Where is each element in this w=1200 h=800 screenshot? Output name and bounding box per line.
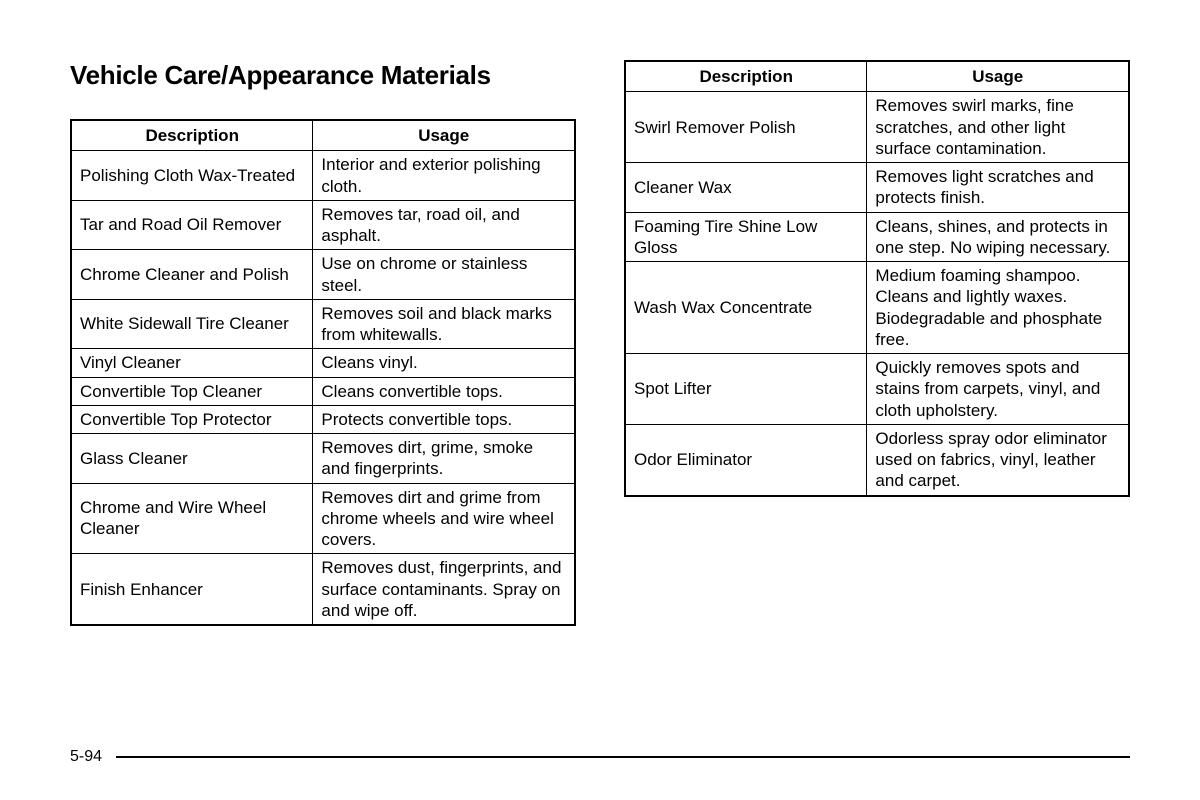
header-description: Description — [71, 120, 313, 151]
cell-usage: Interior and exterior polishing cloth. — [313, 151, 575, 201]
cell-usage: Quickly removes spots and stains from ca… — [867, 354, 1129, 425]
header-usage: Usage — [867, 61, 1129, 92]
footer-rule — [116, 756, 1130, 758]
page-number: 5-94 — [70, 748, 102, 766]
page-footer: 5-94 — [70, 748, 1130, 766]
table-row: Cleaner WaxRemoves light scratches and p… — [625, 163, 1129, 213]
table-row: Tar and Road Oil RemoverRemoves tar, roa… — [71, 200, 575, 250]
table-row: Convertible Top ProtectorProtects conver… — [71, 405, 575, 433]
materials-table-left: Description Usage Polishing Cloth Wax-Tr… — [70, 119, 576, 626]
cell-usage: Cleans vinyl. — [313, 349, 575, 377]
table-row: Odor EliminatorOdorless spray odor elimi… — [625, 424, 1129, 495]
left-column: Vehicle Care/Appearance Materials Descri… — [70, 60, 576, 626]
header-usage: Usage — [313, 120, 575, 151]
cell-usage: Medium foaming shampoo. Cleans and light… — [867, 262, 1129, 354]
cell-description: Odor Eliminator — [625, 424, 867, 495]
table-row: Vinyl CleanerCleans vinyl. — [71, 349, 575, 377]
table-row: Polishing Cloth Wax-TreatedInterior and … — [71, 151, 575, 201]
table-row: Convertible Top CleanerCleans convertibl… — [71, 377, 575, 405]
cell-description: Convertible Top Cleaner — [71, 377, 313, 405]
table-row: Finish EnhancerRemoves dust, fingerprint… — [71, 554, 575, 625]
cell-description: Tar and Road Oil Remover — [71, 200, 313, 250]
cell-description: Swirl Remover Polish — [625, 92, 867, 163]
table-header-row: Description Usage — [71, 120, 575, 151]
cell-usage: Removes dust, fingerprints, and surface … — [313, 554, 575, 625]
cell-description: Chrome Cleaner and Polish — [71, 250, 313, 300]
cell-description: Wash Wax Concentrate — [625, 262, 867, 354]
cell-usage: Removes tar, road oil, and asphalt. — [313, 200, 575, 250]
page-title: Vehicle Care/Appearance Materials — [70, 60, 576, 91]
cell-description: Vinyl Cleaner — [71, 349, 313, 377]
table-row: Wash Wax ConcentrateMedium foaming shamp… — [625, 262, 1129, 354]
cell-description: Cleaner Wax — [625, 163, 867, 213]
cell-description: Polishing Cloth Wax-Treated — [71, 151, 313, 201]
cell-usage: Cleans, shines, and protects in one step… — [867, 212, 1129, 262]
table-row: Chrome Cleaner and PolishUse on chrome o… — [71, 250, 575, 300]
cell-description: Convertible Top Protector — [71, 405, 313, 433]
cell-description: Foaming Tire Shine Low Gloss — [625, 212, 867, 262]
cell-usage: Removes light scratches and protects fin… — [867, 163, 1129, 213]
right-column: Description Usage Swirl Remover PolishRe… — [624, 60, 1130, 626]
table-row: Foaming Tire Shine Low GlossCleans, shin… — [625, 212, 1129, 262]
two-column-layout: Vehicle Care/Appearance Materials Descri… — [70, 60, 1130, 626]
cell-usage: Cleans convertible tops. — [313, 377, 575, 405]
table-row: White Sidewall Tire CleanerRemoves soil … — [71, 299, 575, 349]
cell-description: Glass Cleaner — [71, 434, 313, 484]
cell-usage: Odorless spray odor eliminator used on f… — [867, 424, 1129, 495]
table-row: Chrome and Wire Wheel CleanerRemoves dir… — [71, 483, 575, 554]
cell-usage: Removes dirt, grime, smoke and fingerpri… — [313, 434, 575, 484]
cell-description: White Sidewall Tire Cleaner — [71, 299, 313, 349]
cell-usage: Use on chrome or stainless steel. — [313, 250, 575, 300]
cell-description: Finish Enhancer — [71, 554, 313, 625]
table-header-row: Description Usage — [625, 61, 1129, 92]
cell-usage: Removes swirl marks, fine scratches, and… — [867, 92, 1129, 163]
table-row: Swirl Remover PolishRemoves swirl marks,… — [625, 92, 1129, 163]
cell-usage: Removes dirt and grime from chrome wheel… — [313, 483, 575, 554]
table-row: Glass CleanerRemoves dirt, grime, smoke … — [71, 434, 575, 484]
table-row: Spot LifterQuickly removes spots and sta… — [625, 354, 1129, 425]
cell-description: Chrome and Wire Wheel Cleaner — [71, 483, 313, 554]
cell-usage: Protects convertible tops. — [313, 405, 575, 433]
header-description: Description — [625, 61, 867, 92]
materials-table-right: Description Usage Swirl Remover PolishRe… — [624, 60, 1130, 497]
cell-usage: Removes soil and black marks from whitew… — [313, 299, 575, 349]
cell-description: Spot Lifter — [625, 354, 867, 425]
